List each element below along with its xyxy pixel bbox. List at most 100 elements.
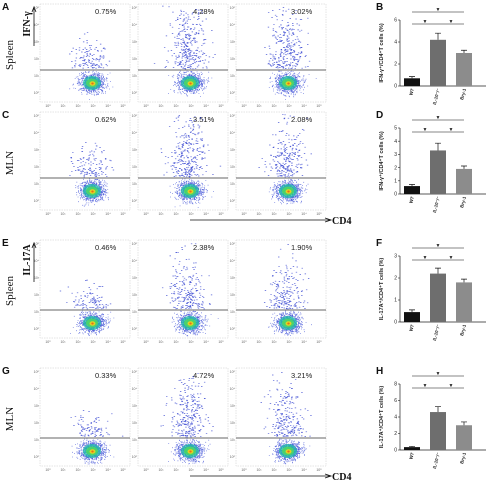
y-tick-label: 10⁴ bbox=[230, 259, 236, 263]
y-tick-label: 10² bbox=[230, 57, 236, 61]
y-tick-label: 8 bbox=[394, 382, 397, 388]
flow-group-2: C MLN 10⁰ 10⁰ 10¹ 10¹ 10² 10² 10³ 10³ 10⁴ 10⁴ 10⁵ 10⁵… bbox=[2, 110, 351, 227]
y-tick-label: 6 bbox=[394, 398, 397, 404]
y-tick-label: 10³ bbox=[34, 40, 40, 44]
error-bar bbox=[409, 184, 415, 187]
flow-events-upper bbox=[264, 7, 311, 69]
y-tick-label: 10⁴ bbox=[34, 259, 40, 263]
y-tick-label: 4 bbox=[394, 139, 397, 145]
x-tick-label: 10⁴ bbox=[105, 340, 111, 344]
x-tick-label: 10⁴ bbox=[105, 104, 111, 108]
x-tick-label: 10¹ bbox=[158, 468, 164, 472]
density-contour-peak bbox=[189, 82, 192, 85]
x-tick-label: 10² bbox=[271, 212, 277, 216]
gate-percent: 0.46% bbox=[95, 243, 117, 252]
density-contour-peak bbox=[287, 82, 290, 85]
y-tick-label: 10² bbox=[34, 421, 40, 425]
y-tick-label: 6 bbox=[394, 18, 397, 24]
error-bar bbox=[461, 165, 467, 169]
y-tick-label: 10⁵ bbox=[132, 114, 138, 118]
flow-events-upper bbox=[260, 372, 312, 437]
density-contour-peak bbox=[189, 322, 192, 325]
x-tick-label: 10⁰ bbox=[143, 104, 149, 108]
flow-group-4: G MLN 10⁰ 10⁰ 10¹ 10¹ 10² 10² 10³ 10³ 10⁴ 10⁴ 10⁵ 10⁵… bbox=[2, 366, 351, 483]
flow-panel: 10⁰ 10⁰ 10¹ 10¹ 10² 10² 10³ 10³ 10⁴ 10⁴ 10⁵ 10⁵ 4.72… bbox=[132, 367, 229, 472]
gate-percent: 0.75% bbox=[95, 7, 117, 16]
x-tick-label: 10¹ bbox=[60, 468, 66, 472]
bar bbox=[456, 425, 472, 450]
panel-label: B bbox=[376, 2, 383, 13]
x-tick-label: 10³ bbox=[188, 340, 194, 344]
significance-marker: ▼ bbox=[436, 371, 441, 377]
y-tick-label: 3 bbox=[394, 254, 397, 260]
x-tick-label: 10⁰ bbox=[241, 212, 247, 216]
x-tick-label: 10³ bbox=[90, 104, 96, 108]
gate-percent: 3.02% bbox=[291, 7, 313, 16]
y-tick-label: 10³ bbox=[132, 148, 138, 152]
panel-label: C bbox=[2, 110, 9, 121]
flow-events-upper bbox=[258, 113, 312, 178]
density-contour-peak bbox=[91, 190, 94, 193]
y-tick-label: 5 bbox=[394, 126, 397, 132]
y-tick-label: 2 bbox=[394, 431, 397, 437]
y-tick-label: 10¹ bbox=[34, 310, 40, 314]
x-tick-label: 10¹ bbox=[158, 212, 164, 216]
x-tick-label: 10⁴ bbox=[301, 212, 307, 216]
flow-panel: 10⁰ 10⁰ 10¹ 10¹ 10² 10² 10³ 10³ 10⁴ 10⁴ 10⁵ 10⁵ 2.38… bbox=[132, 239, 229, 344]
y-tick-label: 10⁴ bbox=[230, 131, 236, 135]
x-tick-label: 10⁴ bbox=[203, 104, 209, 108]
y-tick-label: 10³ bbox=[132, 404, 138, 408]
y-tick-label: 10⁵ bbox=[132, 370, 138, 374]
error-bar bbox=[461, 421, 467, 426]
flow-events-upper bbox=[263, 244, 310, 310]
x-tick-label: 10⁴ bbox=[203, 468, 209, 472]
y-tick-label: 10³ bbox=[34, 148, 40, 152]
y-tick-label: 10⁴ bbox=[230, 23, 236, 27]
x-tick-label: 10⁴ bbox=[105, 468, 111, 472]
x-tick-label: 10⁵ bbox=[218, 104, 224, 108]
bar bbox=[404, 312, 420, 322]
error-bar bbox=[461, 49, 467, 53]
y-axis-label: IL-17A⁺/CD4⁺T cells (%) bbox=[378, 258, 385, 321]
x-tick-label: 10³ bbox=[90, 468, 96, 472]
y-tick-label: 10² bbox=[132, 57, 138, 61]
x-tick-label: 10² bbox=[75, 468, 81, 472]
error-bar bbox=[461, 278, 467, 283]
gate-percent: 3.21% bbox=[291, 371, 313, 380]
y-tick-label: 4 bbox=[394, 40, 397, 46]
gate-percent: 0.62% bbox=[95, 115, 117, 124]
x-arrow bbox=[190, 473, 333, 479]
panel-label: A bbox=[2, 2, 9, 13]
y-tick-label: 1 bbox=[394, 298, 397, 304]
bar-chart-D: D IFN-γ⁺/CD4⁺T cells (%) 0 1 2 3 4 5 WT IL-10⁻/⁻ B… bbox=[376, 110, 486, 213]
x-arrow bbox=[190, 217, 333, 223]
significance-marker: ▼ bbox=[449, 255, 454, 261]
y-tick-label: 10¹ bbox=[34, 182, 40, 186]
significance-marker: ▼ bbox=[449, 383, 454, 389]
y-tick-label: 10⁴ bbox=[34, 387, 40, 391]
y-tick-label: 10¹ bbox=[34, 74, 40, 78]
x-tick-label: 10² bbox=[271, 340, 277, 344]
y-tick-label: 10⁰ bbox=[34, 327, 40, 331]
category-label: Bry-1 bbox=[459, 451, 467, 464]
x-tick-label: 10³ bbox=[188, 104, 194, 108]
y-tick-label: 10² bbox=[132, 421, 138, 425]
y-tick-label: 10¹ bbox=[34, 438, 40, 442]
y-tick-label: 10³ bbox=[230, 40, 236, 44]
bar bbox=[430, 412, 446, 450]
significance-marker: ▼ bbox=[423, 19, 428, 25]
error-bar bbox=[409, 309, 415, 313]
error-bar bbox=[409, 76, 415, 79]
x-tick-label: 10⁵ bbox=[218, 212, 224, 216]
y-tick-label: 10⁰ bbox=[230, 455, 236, 459]
category-label: WT bbox=[408, 88, 415, 96]
y-tick-label: 2 bbox=[394, 62, 397, 68]
x-marker-label: CD4 bbox=[332, 216, 351, 227]
x-tick-label: 10⁰ bbox=[143, 468, 149, 472]
x-tick-label: 10⁴ bbox=[203, 340, 209, 344]
y-tick-label: 10⁵ bbox=[132, 6, 138, 10]
x-tick-label: 10³ bbox=[188, 212, 194, 216]
flow-group-1: ASpleenIFN-γ10⁰10⁰10¹10¹10²10²10³10³10⁴1… bbox=[2, 2, 327, 108]
y-tick-label: 10⁵ bbox=[230, 242, 236, 246]
